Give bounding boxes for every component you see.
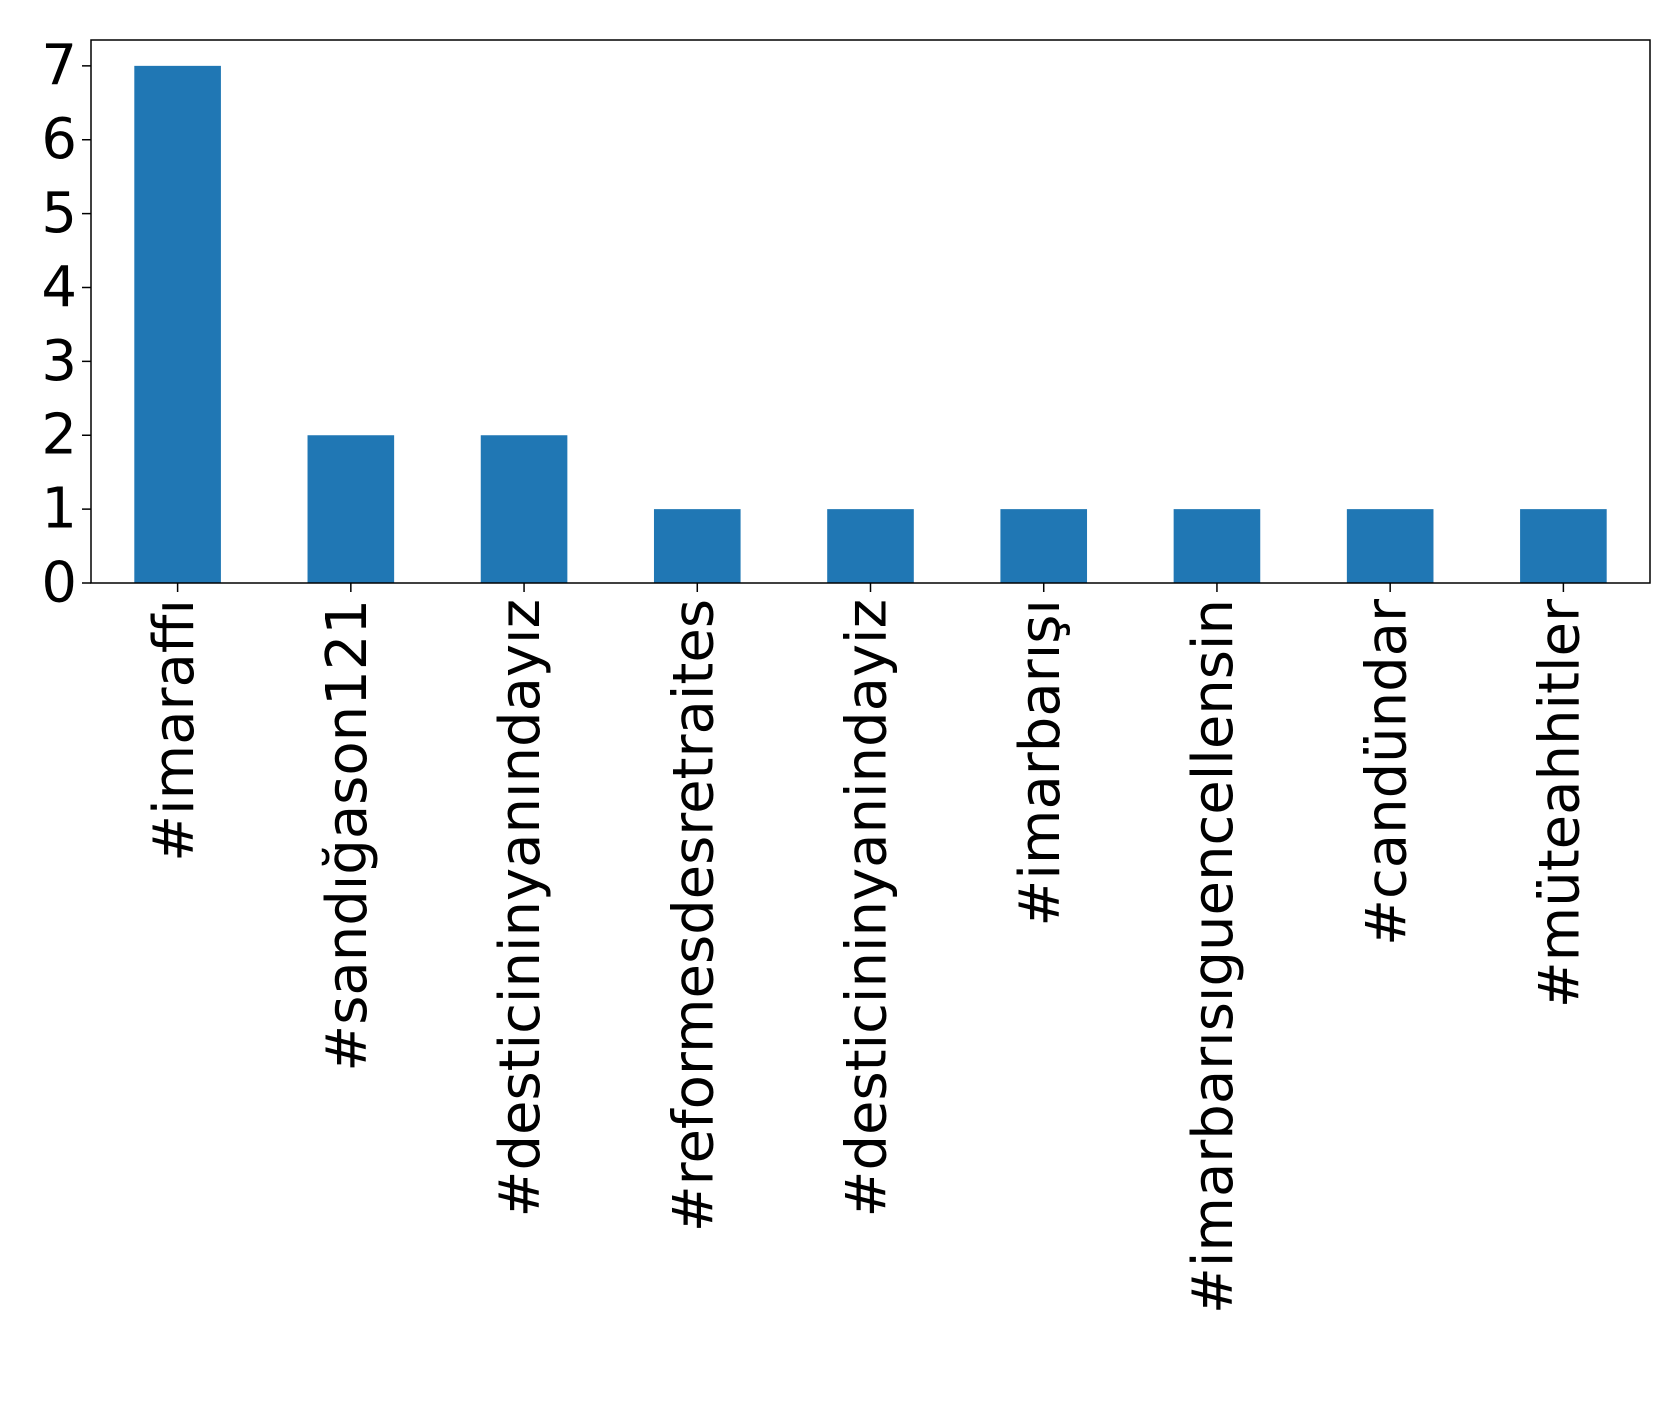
y-tick-label: 5 — [41, 181, 77, 246]
bar — [653, 509, 741, 583]
x-tick-label: #reformesdesretraites — [661, 599, 726, 1232]
x-tick-label: #müteahhitler — [1528, 598, 1593, 1008]
x-tick-label: #desticininyanındayız — [488, 599, 553, 1217]
bar — [1520, 509, 1607, 583]
y-tick-label: 6 — [41, 107, 77, 172]
bars-group — [134, 65, 1607, 584]
x-tick-label: #imarbarışı — [1008, 599, 1073, 927]
y-tick-label: 2 — [41, 403, 77, 468]
bar — [307, 435, 395, 583]
x-tick-label: #desticininyanindayiz — [835, 599, 900, 1217]
bar — [1346, 509, 1434, 583]
bar — [480, 435, 568, 583]
bar — [1173, 509, 1261, 583]
x-tick-label: #imaraffı — [142, 599, 207, 862]
bar — [1000, 509, 1088, 583]
y-tick-label: 7 — [41, 33, 77, 98]
bar — [134, 65, 221, 584]
y-tick-label: 0 — [41, 551, 77, 616]
x-tick-label: #sandığason121 — [315, 599, 380, 1072]
y-tick-label: 3 — [41, 329, 77, 394]
x-axis: #imaraffı #sandığason121 #desticininyanınd… — [142, 583, 1593, 1314]
y-tick-label: 1 — [41, 477, 77, 542]
bar — [827, 509, 914, 583]
x-tick-label: #candündar — [1354, 598, 1419, 946]
y-axis: 0 1 2 3 4 5 6 7 — [41, 33, 91, 616]
x-tick-label: #imarbarısıguencellensin — [1181, 599, 1246, 1314]
y-tick-label: 4 — [41, 255, 77, 320]
